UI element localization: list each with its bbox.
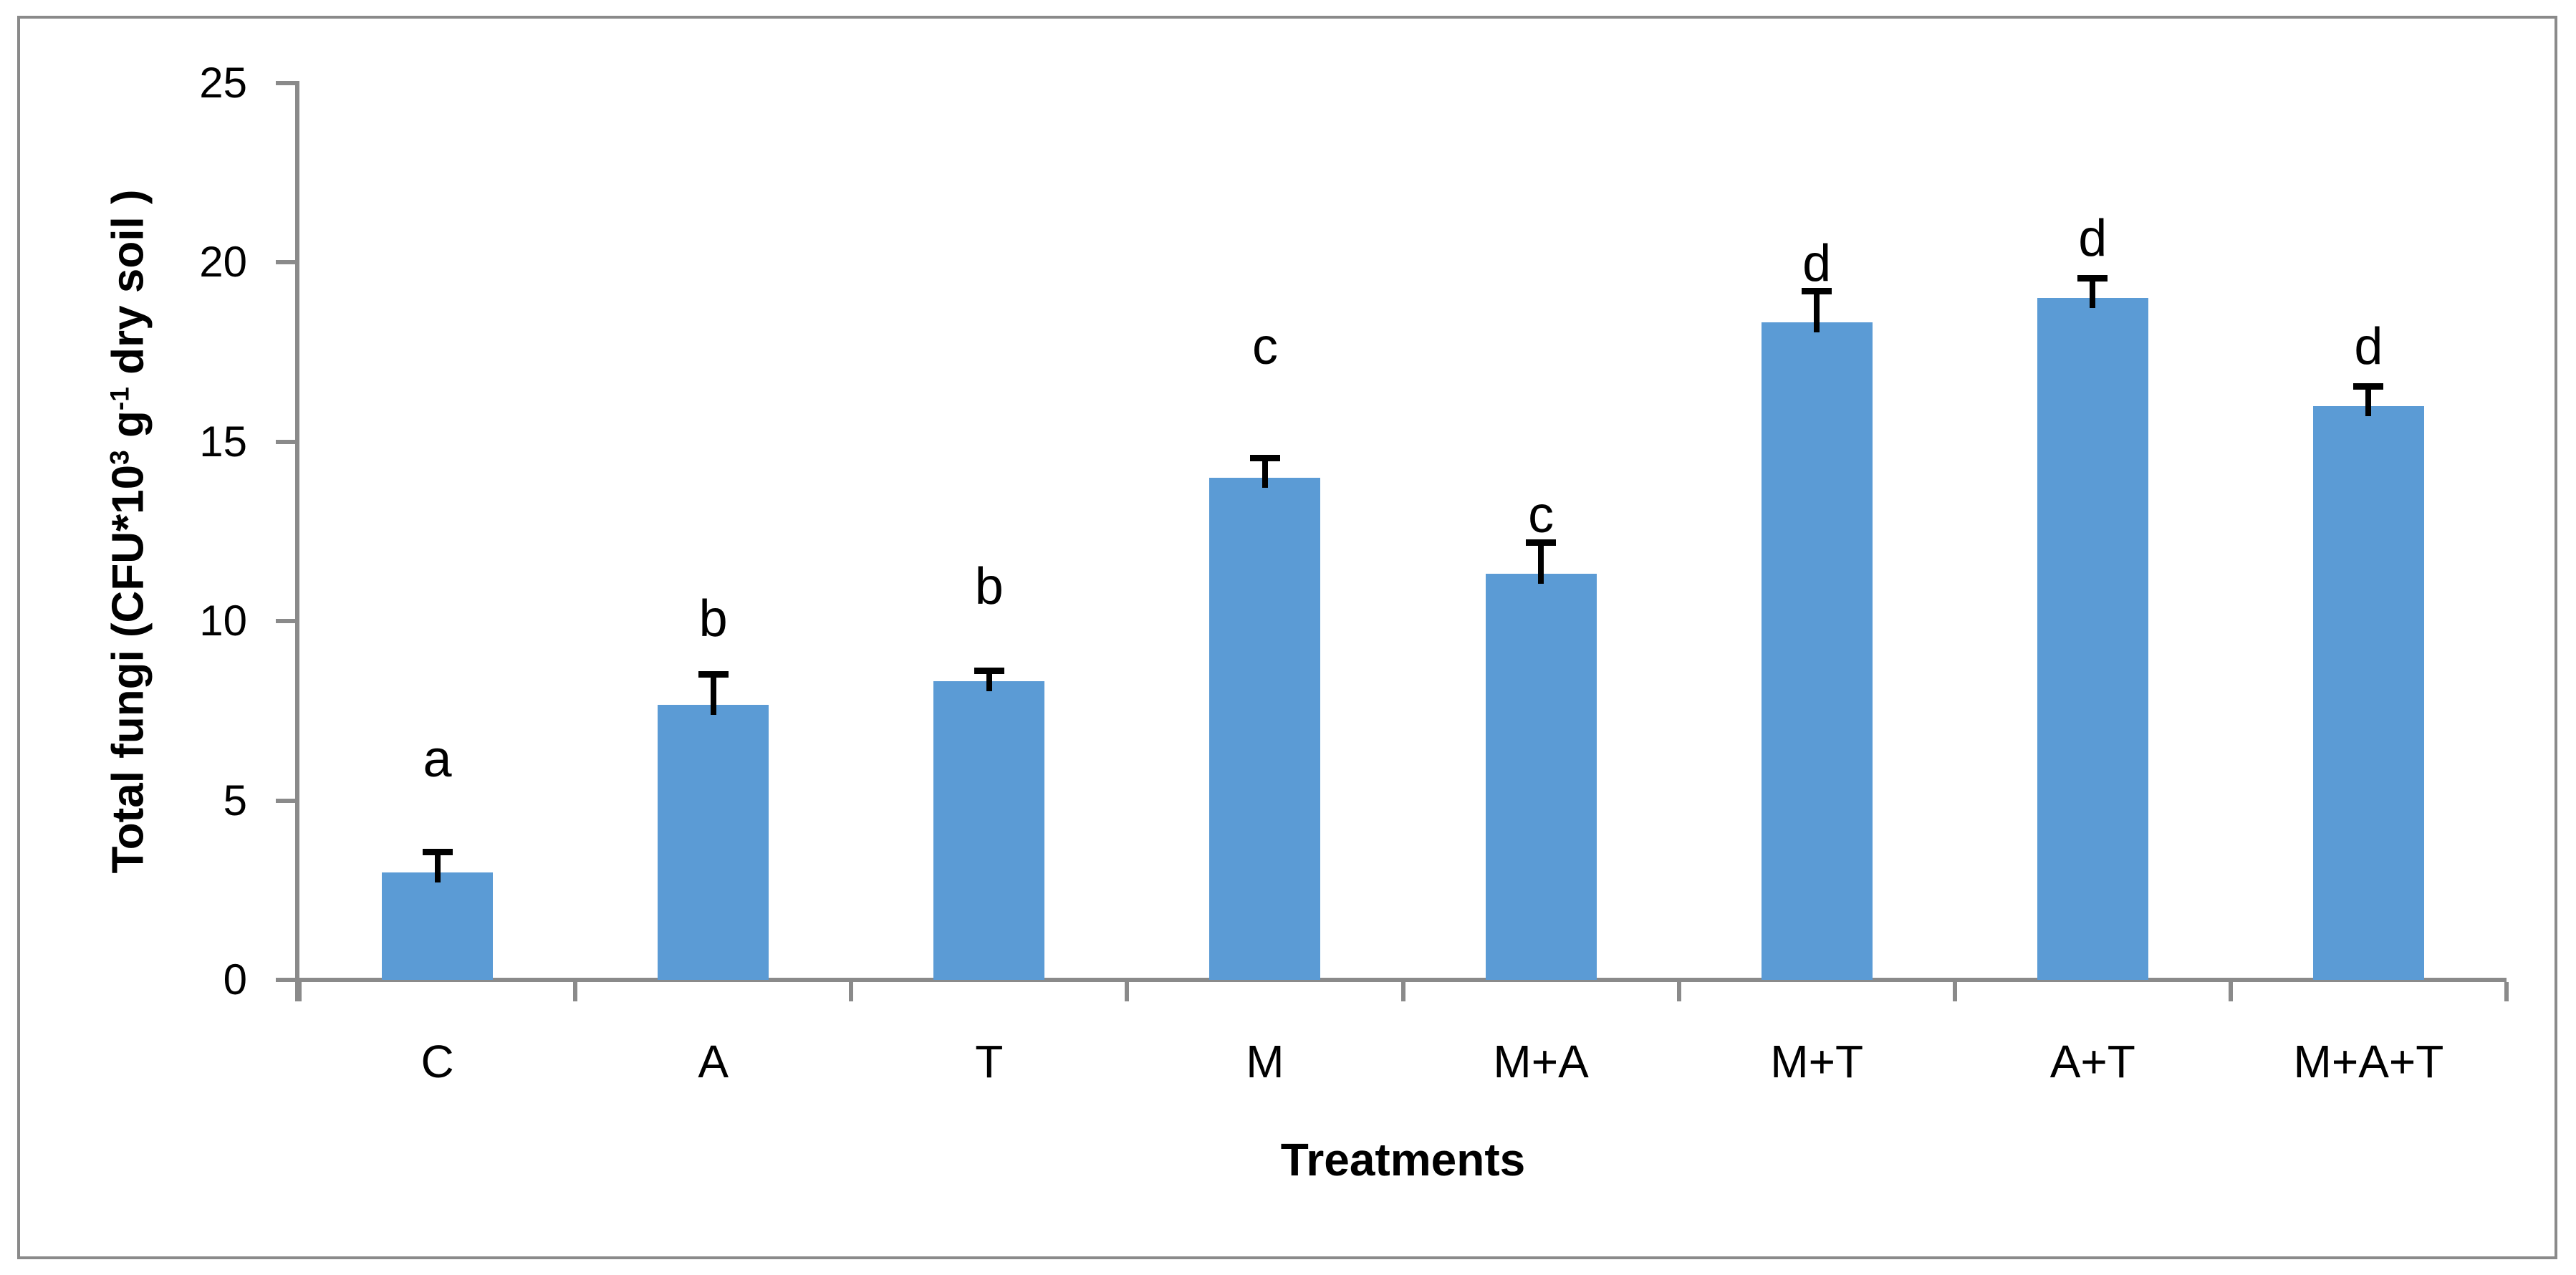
sig-letter: d bbox=[2078, 210, 2108, 268]
bar bbox=[658, 704, 769, 980]
x-category-label: A bbox=[698, 1036, 729, 1087]
x-category-label: T bbox=[975, 1036, 1004, 1087]
x-category-label: C bbox=[420, 1036, 454, 1087]
y-axis-line bbox=[295, 81, 299, 1001]
bar bbox=[1761, 322, 1873, 980]
x-tick bbox=[1676, 982, 1681, 1001]
error-bar-line bbox=[710, 674, 716, 715]
x-tick bbox=[1400, 982, 1405, 1001]
y-tick-label: 0 bbox=[223, 956, 247, 1004]
y-tick-label: 25 bbox=[199, 59, 247, 107]
error-bar-cap bbox=[1526, 539, 1557, 546]
x-tick bbox=[1952, 982, 1957, 1001]
y-tick bbox=[276, 798, 295, 803]
bar bbox=[1209, 477, 1321, 980]
x-category-label: M+T bbox=[1770, 1036, 1864, 1087]
error-bar-line bbox=[2365, 386, 2372, 416]
bar bbox=[1485, 573, 1597, 980]
y-tick-label: 20 bbox=[199, 238, 247, 287]
x-tick bbox=[849, 982, 854, 1001]
y-tick-label: 10 bbox=[199, 597, 247, 645]
x-tick bbox=[297, 982, 302, 1001]
x-tick bbox=[573, 982, 578, 1001]
error-bar-cap bbox=[422, 848, 453, 855]
error-bar-cap bbox=[698, 670, 729, 678]
sig-letter: b bbox=[974, 558, 1004, 616]
bar bbox=[933, 680, 1045, 980]
x-category-label: M bbox=[1246, 1036, 1284, 1087]
sig-letter: b bbox=[698, 590, 728, 648]
x-axis-line bbox=[276, 978, 2507, 982]
error-bar-line bbox=[1538, 542, 1544, 584]
sig-letter: c bbox=[1251, 317, 1278, 375]
bar bbox=[2312, 405, 2424, 980]
error-bar-line bbox=[1261, 458, 1268, 488]
error-bar-cap bbox=[1249, 454, 1280, 461]
sig-letter: a bbox=[423, 730, 452, 788]
error-bar-line bbox=[1814, 291, 1820, 333]
bar bbox=[2037, 298, 2148, 980]
y-tick bbox=[276, 81, 295, 85]
sig-letter: d bbox=[2354, 317, 2383, 375]
error-bar-line bbox=[2090, 278, 2096, 309]
y-tick bbox=[276, 619, 295, 624]
x-axis-title: Treatments bbox=[1280, 1134, 1526, 1185]
chart-border bbox=[17, 16, 2557, 1259]
x-tick bbox=[1125, 982, 1130, 1001]
x-category-label: A+T bbox=[2049, 1036, 2135, 1087]
y-tick-label: 5 bbox=[223, 776, 247, 824]
x-category-label: M+A+T bbox=[2293, 1036, 2444, 1087]
x-category-label: M+A bbox=[1493, 1036, 1589, 1087]
error-bar-cap bbox=[1802, 287, 1832, 294]
x-tick bbox=[2504, 982, 2509, 1001]
error-bar-cap bbox=[2077, 274, 2108, 282]
error-bar-cap bbox=[2353, 382, 2384, 390]
error-bar-line bbox=[434, 852, 441, 882]
y-tick bbox=[276, 260, 295, 265]
error-bar-line bbox=[986, 670, 992, 691]
bar bbox=[382, 872, 494, 980]
sig-letter: d bbox=[1802, 235, 1832, 293]
y-tick-label: 15 bbox=[199, 417, 247, 466]
y-tick bbox=[276, 439, 295, 444]
x-tick bbox=[2228, 982, 2233, 1001]
sig-letter: c bbox=[1528, 486, 1554, 544]
error-bar-cap bbox=[974, 667, 1004, 674]
